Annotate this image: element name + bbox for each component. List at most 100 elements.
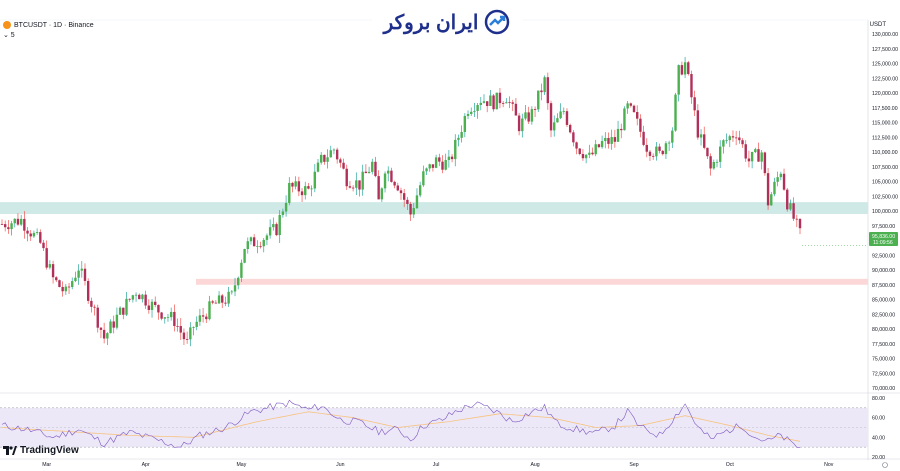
candle-body (754, 149, 757, 153)
candle-body (412, 208, 415, 215)
candle-body (699, 134, 703, 138)
symbol-header[interactable]: BTCUSDT · 1D · Binance (3, 21, 94, 29)
resistance-zone (0, 202, 868, 214)
candle-body (616, 128, 620, 142)
candle-body (428, 164, 431, 169)
candle-body (489, 95, 492, 106)
candle-body (147, 305, 151, 310)
watermark-logo: ایران بروکر (372, 0, 522, 44)
candle-body (224, 302, 227, 304)
candle-body (604, 137, 607, 142)
price-tick-label: 110,000.00 (872, 150, 898, 156)
candle-body (623, 108, 626, 131)
candle-body (703, 134, 706, 148)
candles (0, 56, 802, 347)
candle-body (166, 317, 170, 318)
candle-body (272, 224, 275, 228)
candle-body (288, 182, 291, 203)
price-tick-label: 120,000.00 (872, 91, 898, 97)
candle-body (313, 171, 317, 189)
candle-body (246, 241, 249, 249)
candle-body (760, 152, 763, 162)
candle-body (195, 321, 198, 327)
candle-body (205, 316, 208, 320)
candle-body (300, 191, 304, 196)
candle-body (249, 237, 253, 242)
candle-body (460, 131, 463, 138)
candle-body (291, 182, 294, 187)
time-tick-label: Oct (726, 462, 735, 468)
price-tick-label: 80,000.00 (872, 327, 895, 333)
candle-body (607, 137, 610, 144)
candle-body (329, 150, 332, 158)
candle-body (505, 102, 508, 104)
candle-body (211, 301, 214, 303)
candle-body (565, 111, 569, 125)
candle-body (307, 186, 310, 189)
candle-body (32, 232, 36, 237)
candle-body (64, 286, 68, 292)
candle-body (482, 101, 486, 103)
candle-body (138, 294, 141, 300)
candle-body (549, 103, 553, 131)
candle-body (629, 103, 633, 106)
candle-body (35, 232, 39, 233)
time-tick-label: May (236, 462, 246, 468)
candle-body (252, 237, 256, 247)
candle-body (118, 307, 122, 315)
support-zone (196, 278, 868, 285)
candle-body (45, 248, 48, 268)
candle-body (51, 264, 55, 278)
candle-body (83, 268, 87, 281)
candle-body (422, 171, 425, 186)
candle-body (779, 173, 783, 178)
candle-body (96, 307, 99, 328)
candle-body (80, 268, 83, 271)
candle-body (163, 317, 166, 319)
candle-body (134, 294, 138, 296)
time-tick-label: Nov (824, 462, 834, 468)
candle-body (3, 224, 7, 228)
candle-body (776, 177, 779, 182)
candle-body (316, 162, 320, 172)
candle-body (339, 159, 342, 163)
candle-body (58, 280, 61, 287)
candle-body (256, 246, 259, 248)
candle-body (594, 144, 597, 155)
candle-body (115, 314, 119, 328)
candle-body (102, 329, 106, 339)
candle-body (620, 128, 623, 131)
candle-body (588, 152, 591, 155)
candle-body (450, 156, 454, 160)
candle-body (600, 141, 604, 148)
candle-body (572, 132, 575, 143)
logo-text: ایران بروکر (383, 11, 479, 34)
time-tick-label: Apr (142, 462, 150, 468)
candle-body (141, 294, 144, 300)
candle-body (377, 176, 380, 200)
candle-body (521, 118, 524, 132)
candle-body (265, 235, 269, 240)
indicator-toggle[interactable]: ⌄ 5 (3, 32, 15, 39)
candle-body (786, 189, 789, 210)
candle-body (278, 214, 281, 236)
candle-body (125, 298, 128, 315)
rsi-ma-line (1, 411, 801, 442)
candle-body (763, 152, 767, 174)
price-tick-label: 125,000.00 (872, 62, 898, 68)
candle-body (179, 326, 182, 333)
candle-body (48, 264, 52, 268)
candle-body (664, 143, 668, 155)
candle-body (418, 185, 422, 196)
candle-body (568, 124, 572, 133)
price-tick-label: 127,500.00 (872, 47, 898, 53)
candle-body (396, 185, 400, 191)
candle-body (374, 161, 377, 177)
candle-body (176, 325, 179, 327)
candle-body (294, 181, 297, 187)
candle-body (409, 203, 412, 215)
candle-body (438, 157, 441, 162)
candle-body (524, 112, 527, 119)
candle-body (750, 152, 754, 162)
